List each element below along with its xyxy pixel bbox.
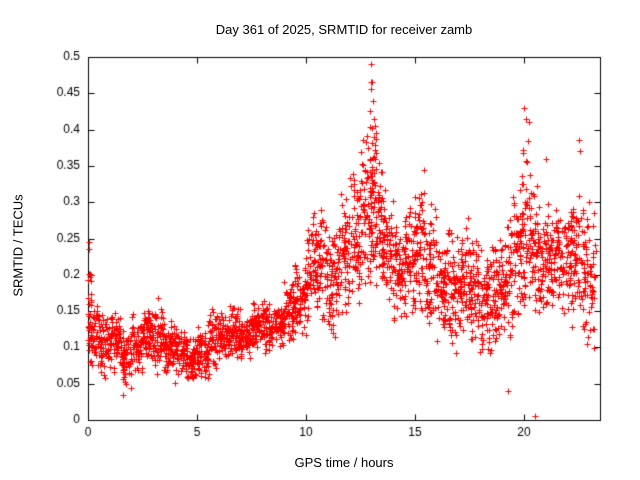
x-axis-label: GPS time / hours: [294, 455, 394, 470]
chart-title: Day 361 of 2025, SRMTID for receiver zam…: [215, 22, 473, 37]
y-axis-label: SRMTID / TECUs: [10, 194, 26, 297]
